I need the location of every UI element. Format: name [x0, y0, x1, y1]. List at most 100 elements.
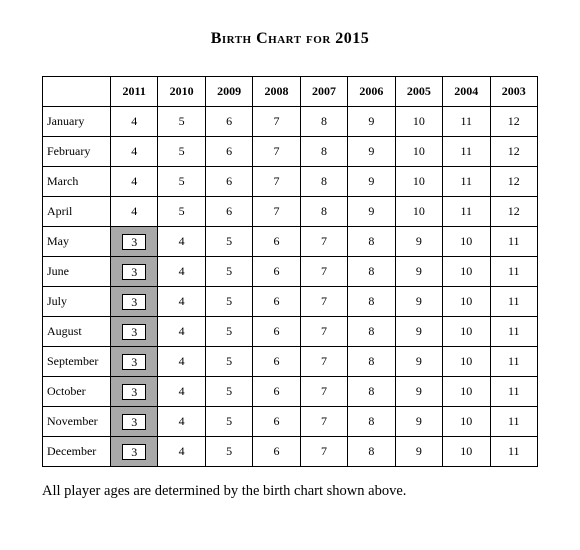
value-cell: 4 [158, 437, 205, 467]
value-cell: 11 [443, 167, 490, 197]
column-header-year: 2006 [348, 77, 395, 107]
value-cell: 6 [253, 287, 300, 317]
value-cell: 9 [348, 137, 395, 167]
shaded-value: 3 [122, 414, 146, 430]
shaded-value: 3 [122, 264, 146, 280]
value-cell: 12 [490, 167, 538, 197]
value-cell: 6 [253, 377, 300, 407]
month-cell: June [43, 257, 111, 287]
value-cell: 10 [443, 377, 490, 407]
month-cell: November [43, 407, 111, 437]
value-cell: 11 [490, 347, 538, 377]
value-cell: 7 [300, 437, 347, 467]
month-cell: January [43, 107, 111, 137]
table-row: September34567891011 [43, 347, 538, 377]
value-cell: 9 [395, 347, 442, 377]
month-cell: May [43, 227, 111, 257]
shaded-value: 3 [122, 354, 146, 370]
month-cell: July [43, 287, 111, 317]
value-cell: 5 [205, 377, 252, 407]
value-cell: 3 [111, 407, 158, 437]
value-cell: 9 [348, 197, 395, 227]
value-cell: 10 [443, 317, 490, 347]
value-cell: 12 [490, 107, 538, 137]
value-cell: 7 [300, 377, 347, 407]
value-cell: 6 [253, 227, 300, 257]
value-cell: 6 [205, 137, 252, 167]
value-cell: 4 [111, 197, 158, 227]
value-cell: 10 [443, 407, 490, 437]
month-cell: October [43, 377, 111, 407]
value-cell: 5 [205, 437, 252, 467]
table-row: May34567891011 [43, 227, 538, 257]
value-cell: 8 [348, 257, 395, 287]
value-cell: 9 [395, 317, 442, 347]
value-cell: 10 [395, 107, 442, 137]
table-row: March456789101112 [43, 167, 538, 197]
value-cell: 8 [348, 437, 395, 467]
value-cell: 11 [490, 317, 538, 347]
value-cell: 5 [158, 107, 205, 137]
value-cell: 5 [205, 347, 252, 377]
value-cell: 12 [490, 197, 538, 227]
value-cell: 6 [205, 197, 252, 227]
value-cell: 5 [205, 287, 252, 317]
value-cell: 4 [158, 317, 205, 347]
page: Birth Chart for 2015 2011201020092008200… [0, 0, 580, 550]
value-cell: 8 [348, 377, 395, 407]
value-cell: 6 [205, 167, 252, 197]
column-header-month [43, 77, 111, 107]
value-cell: 8 [300, 167, 347, 197]
value-cell: 7 [253, 167, 300, 197]
page-title: Birth Chart for 2015 [0, 30, 580, 48]
value-cell: 5 [158, 137, 205, 167]
table-row: August34567891011 [43, 317, 538, 347]
column-header-year: 2005 [395, 77, 442, 107]
value-cell: 9 [348, 167, 395, 197]
column-header-year: 2007 [300, 77, 347, 107]
value-cell: 5 [205, 407, 252, 437]
value-cell: 3 [111, 377, 158, 407]
value-cell: 11 [490, 287, 538, 317]
table-row: October34567891011 [43, 377, 538, 407]
table-row: November34567891011 [43, 407, 538, 437]
value-cell: 4 [111, 167, 158, 197]
shaded-value: 3 [122, 444, 146, 460]
value-cell: 4 [158, 227, 205, 257]
value-cell: 8 [300, 107, 347, 137]
value-cell: 11 [490, 407, 538, 437]
value-cell: 10 [395, 197, 442, 227]
value-cell: 4 [158, 407, 205, 437]
value-cell: 6 [205, 107, 252, 137]
value-cell: 9 [395, 287, 442, 317]
value-cell: 8 [348, 347, 395, 377]
value-cell: 7 [300, 287, 347, 317]
month-cell: September [43, 347, 111, 377]
value-cell: 11 [443, 197, 490, 227]
value-cell: 3 [111, 317, 158, 347]
month-cell: August [43, 317, 111, 347]
value-cell: 4 [111, 107, 158, 137]
value-cell: 3 [111, 257, 158, 287]
value-cell: 12 [490, 137, 538, 167]
value-cell: 9 [395, 257, 442, 287]
value-cell: 10 [443, 287, 490, 317]
value-cell: 7 [253, 137, 300, 167]
value-cell: 6 [253, 437, 300, 467]
value-cell: 7 [300, 347, 347, 377]
value-cell: 6 [253, 407, 300, 437]
value-cell: 5 [158, 197, 205, 227]
column-header-year: 2008 [253, 77, 300, 107]
value-cell: 4 [158, 257, 205, 287]
value-cell: 8 [300, 197, 347, 227]
month-cell: February [43, 137, 111, 167]
value-cell: 8 [348, 317, 395, 347]
value-cell: 3 [111, 227, 158, 257]
shaded-value: 3 [122, 234, 146, 250]
shaded-value: 3 [122, 324, 146, 340]
value-cell: 3 [111, 437, 158, 467]
value-cell: 4 [158, 347, 205, 377]
value-cell: 6 [253, 317, 300, 347]
value-cell: 9 [348, 107, 395, 137]
value-cell: 5 [205, 257, 252, 287]
